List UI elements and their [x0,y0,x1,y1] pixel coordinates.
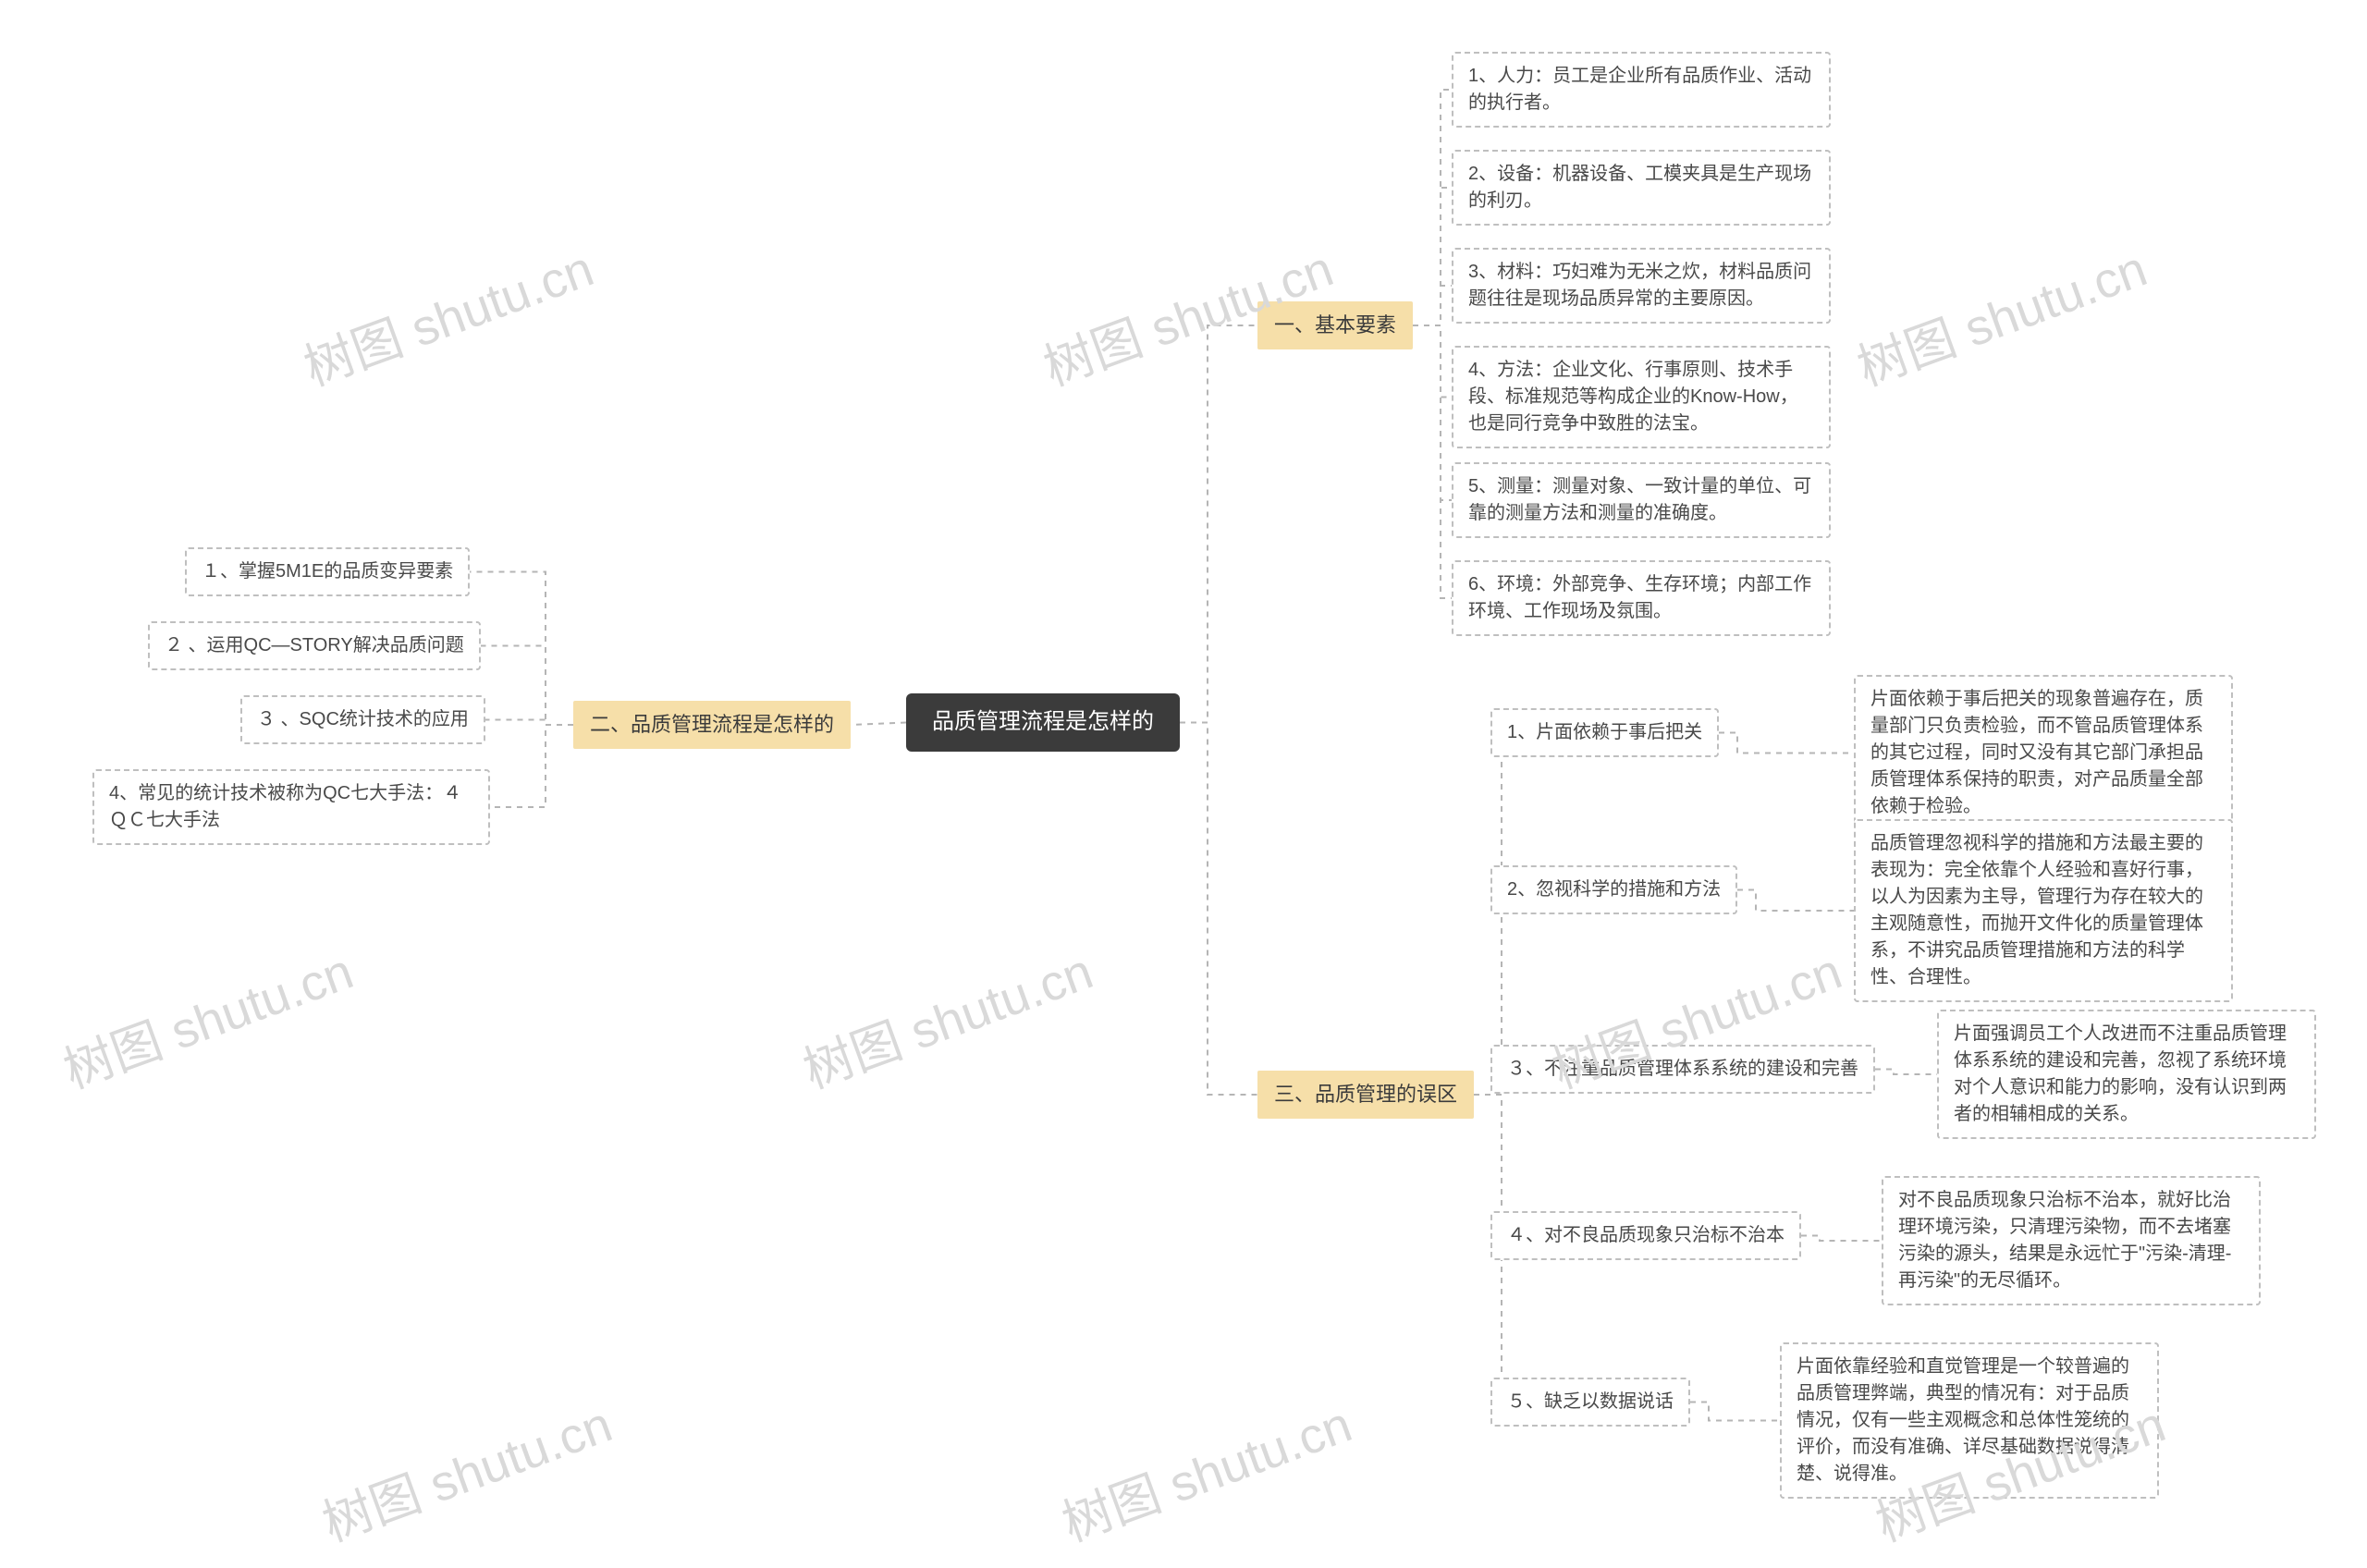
b2c2: ２ 、运用QC—STORY解决品质问题 [148,621,481,670]
b3c3d: 片面强调员工个人改进而不注重品质管理体系系统的建设和完善，忽视了系统环境对个人意… [1937,1010,2316,1139]
watermark-3: 树图 shutu.cn [52,930,361,1102]
b1: 一、基本要素 [1257,301,1413,349]
b3c4d: 对不良品质现象只治标不治本，就好比治理环境污染，只清理污染物，而不去堵塞污染的源… [1882,1176,2261,1305]
watermark-7: 树图 shutu.cn [1050,1383,1359,1555]
b2c3: ３ 、SQC统计技术的应用 [240,695,485,744]
b1c6: 6、环境：外部竞争、生存环境；内部工作环境、工作现场及氛围。 [1452,560,1831,636]
watermark-6: 树图 shutu.cn [311,1383,619,1555]
b3c1d: 片面依赖于事后把关的现象普遍存在，质量部门只负责检验，而不管品质管理体系的其它过… [1854,675,2233,831]
b3c2d: 品质管理忽视科学的措施和方法最主要的表现为：完全依靠个人经验和喜好行事，以人为因… [1854,819,2233,1002]
mindmap-canvas: 品质管理流程是怎样的 二、品质管理流程是怎样的 １、掌握5M1E的品质变异要素 ２ 、… [0,0,2367,1568]
b1c3: 3、材料：巧妇难为无米之炊，材料品质问题往往是现场品质异常的主要原因。 [1452,248,1831,324]
b3c5: ５、缺乏以数据说话 [1490,1378,1690,1427]
b2: 二、品质管理流程是怎样的 [573,701,851,749]
b3c5d: 片面依靠经验和直觉管理是一个较普遍的品质管理弊端，典型的情况有：对于品质情况，仅… [1780,1342,2159,1499]
watermark-4: 树图 shutu.cn [791,930,1100,1102]
b1c5: 5、测量：测量对象、一致计量的单位、可靠的测量方法和测量的准确度。 [1452,462,1831,538]
watermark-2: 树图 shutu.cn [1846,227,2154,399]
b1c4: 4、方法：企业文化、行事原则、技术手段、标准规范等构成企业的Know-How，也… [1452,346,1831,448]
root: 品质管理流程是怎样的 [906,693,1180,752]
b2c1: １、掌握5M1E的品质变异要素 [185,547,470,596]
b1c2: 2、设备：机器设备、工模夹具是生产现场的利刃。 [1452,150,1831,226]
b3c3: ３、不注重品质管理体系系统的建设和完善 [1490,1045,1875,1094]
b1c1: 1、人力：员工是企业所有品质作业、活动的执行者。 [1452,52,1831,128]
b3c4: ４、对不良品质现象只治标不治本 [1490,1211,1801,1260]
b3c1: 1、片面依赖于事后把关 [1490,708,1719,757]
watermark-0: 树图 shutu.cn [292,227,601,399]
b3: 三、品质管理的误区 [1257,1071,1474,1119]
b3c2: 2、忽视科学的措施和方法 [1490,865,1737,914]
b2c4: 4、常见的统计技术被称为QC七大手法：４ＱＣ七大手法 [92,769,490,845]
